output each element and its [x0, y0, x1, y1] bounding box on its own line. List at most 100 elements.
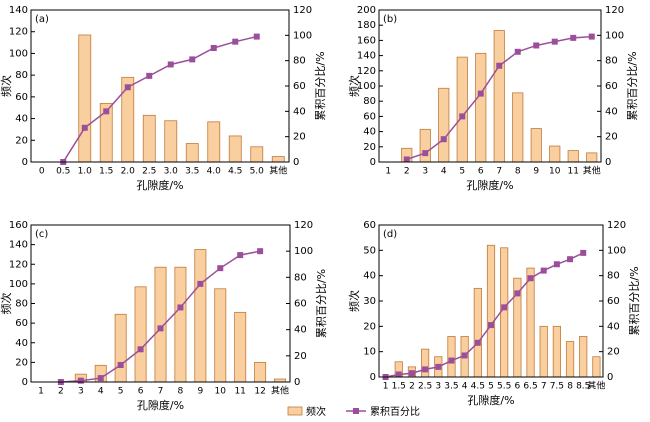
- y-tick-label: 40: [15, 338, 28, 349]
- y-tick-label: 60: [363, 220, 376, 231]
- line-marker: [77, 377, 84, 384]
- x-tick-label: 1: [383, 382, 389, 392]
- x-tick-label: 2: [409, 382, 415, 392]
- chart-panel: 0 20 40 60 80 100 120 140 160 180 200 0 20 40 60 80 100 1…: [347, 5, 639, 192]
- y2-tick-label: 20: [294, 351, 307, 362]
- x-tick-label: 4: [98, 387, 104, 397]
- y-tick-label: 0: [370, 372, 376, 383]
- line-marker: [435, 363, 442, 370]
- bar: [486, 244, 496, 378]
- bar: [552, 325, 561, 378]
- y-tick-label: 20: [15, 357, 28, 368]
- x-tick-label: 10: [549, 167, 561, 177]
- line-marker: [177, 304, 184, 311]
- y2-tick-label: 20: [293, 132, 306, 143]
- y-tick-label: 160: [9, 220, 28, 231]
- chart-panel: 0 20 40 60 80 100 120 140 0 20 40 60 80 100 120 0 0.5 1.0…: [0, 5, 327, 192]
- bar: [447, 336, 456, 378]
- panel-label: (c): [35, 229, 48, 240]
- x-tick-label: 8.5: [576, 382, 590, 392]
- x-tick-label: 8: [567, 382, 573, 392]
- x-tick-label: 其他: [583, 165, 601, 177]
- bar: [271, 156, 285, 163]
- legend-label: 累积百分比: [370, 406, 420, 418]
- line-marker: [403, 156, 410, 163]
- y-tick-label: 120: [9, 27, 28, 38]
- line-marker: [197, 280, 204, 287]
- line-marker: [97, 375, 104, 382]
- line-marker: [514, 48, 521, 55]
- x-tick-label: 6: [478, 167, 484, 177]
- line-marker: [440, 136, 447, 143]
- y2-axis-label: 累积百分比/%: [628, 266, 641, 335]
- x-axis-label: 孔隙度/%: [467, 393, 514, 407]
- x-tick-label: 2.5: [418, 382, 432, 392]
- bar: [567, 150, 579, 163]
- line-marker: [527, 275, 534, 282]
- bar: [114, 313, 127, 383]
- bar: [250, 146, 264, 163]
- y-tick-label: 100: [357, 81, 376, 92]
- bar: [512, 92, 524, 163]
- y-tick-label: 100: [9, 279, 28, 290]
- bar: [78, 34, 92, 163]
- y2-tick-label: 120: [607, 220, 626, 231]
- y-tick-label: 20: [363, 321, 376, 332]
- line-marker: [146, 72, 153, 79]
- x-tick-label: 1.0: [78, 167, 93, 177]
- y-tick-label: 180: [357, 20, 376, 31]
- y2-tick-label: 80: [294, 272, 307, 283]
- y2-tick-label: 80: [293, 56, 306, 67]
- y2-tick-label: 60: [607, 296, 620, 307]
- x-tick-label: 9: [197, 387, 203, 397]
- legend-swatch: [287, 406, 303, 416]
- x-tick-label: 其他: [587, 380, 605, 392]
- x-tick-label: 7: [158, 387, 164, 397]
- bar: [456, 56, 468, 163]
- x-tick-label: 12: [254, 387, 265, 397]
- y2-tick-label: 120: [605, 5, 624, 16]
- bar: [539, 325, 548, 378]
- y-tick-label: 140: [9, 240, 28, 251]
- y-tick-label: 200: [357, 5, 376, 16]
- line-marker: [533, 42, 540, 49]
- y2-tick-label: 20: [607, 347, 620, 358]
- cumulative-line: [62, 35, 257, 163]
- y2-tick-label: 0: [293, 157, 299, 168]
- x-tick-label: 2.0: [121, 167, 136, 177]
- y-axis-label: 频次: [347, 290, 361, 312]
- bar: [214, 288, 227, 383]
- line-marker: [422, 150, 429, 157]
- line-marker: [395, 371, 402, 378]
- bar: [500, 247, 509, 378]
- line-marker: [237, 252, 244, 259]
- line-marker: [189, 56, 196, 63]
- line-marker: [580, 249, 587, 256]
- y-tick-label: 0: [370, 157, 376, 168]
- y2-tick-label: 40: [294, 325, 307, 336]
- y-tick-label: 120: [9, 259, 28, 270]
- x-tick-label: 6: [138, 387, 144, 397]
- y2-tick-label: 40: [607, 321, 620, 332]
- bar: [549, 145, 561, 163]
- x-tick-label: 2: [58, 387, 64, 397]
- line-marker: [448, 357, 455, 364]
- y2-tick-label: 100: [293, 30, 312, 41]
- x-tick-label: 5: [488, 382, 494, 392]
- y2-tick-label: 20: [605, 132, 618, 143]
- x-tick-label: 5: [118, 387, 124, 397]
- y-tick-label: 140: [9, 5, 28, 16]
- x-tick-label: 0: [39, 167, 45, 177]
- y-tick-label: 60: [15, 318, 28, 329]
- y2-tick-label: 100: [605, 30, 624, 41]
- line-marker: [217, 265, 224, 272]
- x-tick-label: 4.5: [471, 382, 485, 392]
- x-tick-label: 0.5: [56, 167, 70, 177]
- legend: 频次 累积百分比: [287, 405, 420, 418]
- bar: [579, 336, 588, 378]
- line-marker: [567, 256, 574, 263]
- y-tick-label: 20: [15, 135, 28, 146]
- x-tick-label: 3: [78, 387, 84, 397]
- line-marker: [117, 361, 124, 368]
